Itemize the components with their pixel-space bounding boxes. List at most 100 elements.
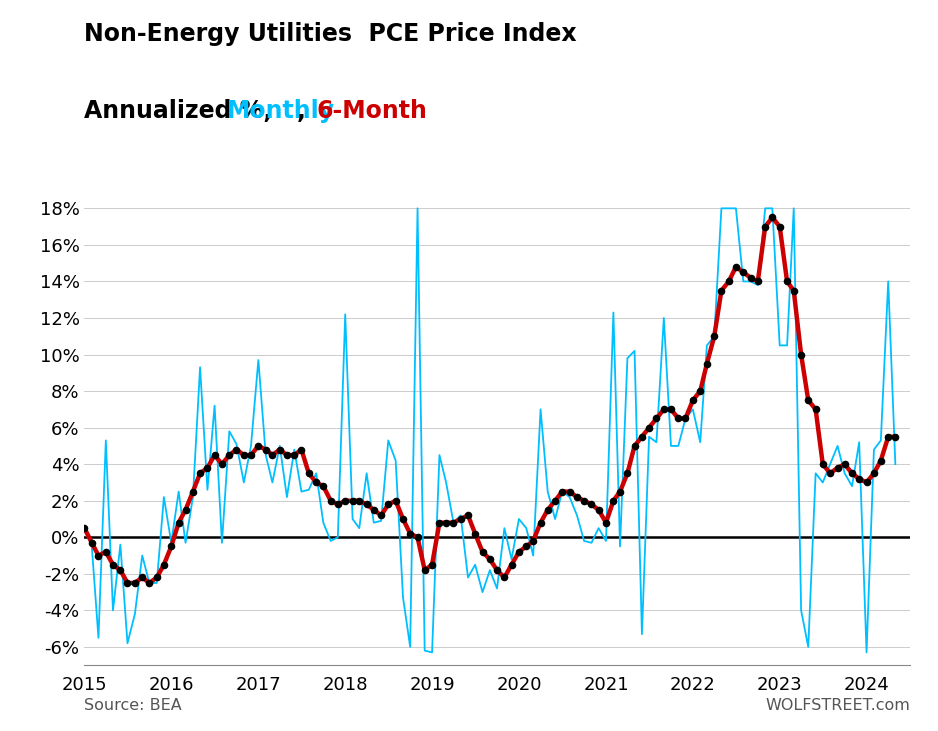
Point [591, 504, 606, 516]
Point [142, 577, 157, 589]
Point [221, 449, 236, 461]
Point [244, 449, 259, 461]
Point [352, 495, 367, 507]
Point [794, 349, 809, 360]
Point [200, 462, 215, 474]
Text: Annualized %,: Annualized %, [84, 99, 280, 123]
Text: 6-Month: 6-Month [316, 99, 427, 123]
Point [338, 495, 353, 507]
Point [396, 513, 411, 525]
Point [837, 458, 852, 470]
Point [186, 486, 201, 498]
Point [525, 535, 540, 547]
Point [468, 528, 483, 539]
Point [439, 517, 454, 529]
Point [461, 510, 476, 521]
Point [280, 449, 295, 461]
Point [686, 395, 701, 406]
Point [84, 537, 99, 548]
Text: Source: BEA: Source: BEA [84, 697, 182, 713]
Point [881, 431, 896, 443]
Point [475, 546, 490, 558]
Point [772, 221, 787, 232]
Point [373, 510, 388, 521]
Point [598, 517, 613, 529]
Point [417, 564, 432, 576]
Point [606, 495, 621, 507]
Point [453, 513, 468, 525]
Point [584, 499, 599, 510]
Point [642, 422, 657, 433]
Point [359, 499, 374, 510]
Point [410, 531, 425, 543]
Point [764, 212, 779, 224]
Point [706, 330, 721, 342]
Point [888, 431, 903, 443]
Point [309, 477, 324, 488]
Point [98, 546, 113, 558]
Point [229, 444, 244, 455]
Point [620, 468, 635, 480]
Point [215, 458, 230, 470]
Point [613, 486, 628, 498]
Point [735, 267, 750, 279]
Point [388, 495, 403, 507]
Point [577, 495, 592, 507]
Point [671, 412, 686, 424]
Point [540, 504, 555, 516]
Point [149, 572, 164, 583]
Point [649, 412, 664, 424]
Point [678, 412, 693, 424]
Text: Monthly: Monthly [227, 99, 335, 123]
Point [207, 449, 222, 461]
Point [815, 458, 830, 470]
Text: WOLFSTREET.com: WOLFSTREET.com [765, 697, 910, 713]
Point [801, 395, 816, 406]
Point [135, 572, 150, 583]
Point [714, 285, 729, 297]
Point [236, 449, 251, 461]
Point [657, 404, 672, 415]
Point [554, 486, 569, 498]
Point [91, 550, 106, 561]
Point [873, 455, 888, 466]
Point [758, 221, 773, 232]
Point [324, 495, 339, 507]
Point [634, 431, 649, 443]
Point [402, 528, 417, 539]
Point [157, 558, 172, 570]
Point [446, 517, 461, 529]
Point [750, 276, 765, 287]
Point [844, 468, 859, 480]
Point [482, 553, 497, 565]
Point [294, 444, 309, 455]
Point [178, 504, 193, 516]
Point [867, 468, 882, 480]
Point [301, 468, 316, 480]
Point [504, 558, 519, 570]
Point [265, 449, 280, 461]
Point [287, 449, 302, 461]
Point [345, 495, 360, 507]
Point [425, 558, 440, 570]
Point [519, 541, 534, 553]
Point [272, 444, 287, 455]
Point [366, 504, 381, 516]
Point [627, 440, 642, 452]
Point [120, 577, 135, 589]
Point [693, 385, 708, 397]
Point [77, 522, 92, 534]
Point [113, 564, 128, 576]
Point [250, 440, 265, 452]
Point [743, 272, 758, 284]
Point [859, 477, 874, 488]
Text: ,: , [297, 99, 314, 123]
Point [497, 572, 512, 583]
Text: Non-Energy Utilities  PCE Price Index: Non-Energy Utilities PCE Price Index [84, 22, 577, 46]
Point [330, 499, 345, 510]
Point [569, 491, 584, 503]
Point [258, 444, 273, 455]
Point [830, 462, 845, 474]
Point [700, 358, 715, 370]
Point [316, 480, 331, 492]
